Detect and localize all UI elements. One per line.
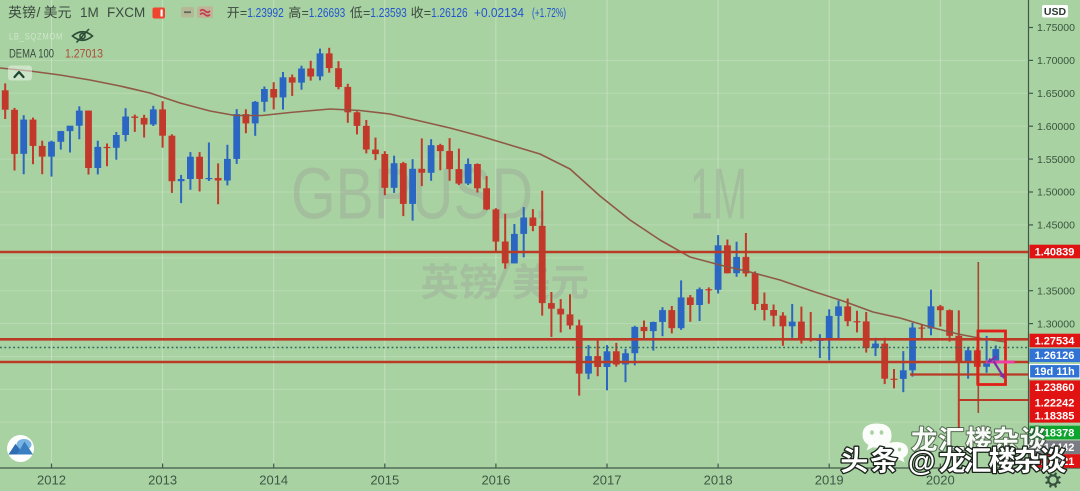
svg-text:1.50000: 1.50000 xyxy=(1037,187,1075,199)
svg-text:1.18385: 1.18385 xyxy=(1035,411,1075,423)
svg-text:2018: 2018 xyxy=(704,473,733,488)
svg-text:2013: 2013 xyxy=(148,473,177,488)
svg-text:1.22242: 1.22242 xyxy=(1035,397,1075,409)
svg-text:1.40839: 1.40839 xyxy=(1035,246,1075,258)
svg-text:2017: 2017 xyxy=(593,473,622,488)
svg-text:1.55000: 1.55000 xyxy=(1037,154,1075,166)
svg-text:=: = xyxy=(240,6,247,20)
svg-text:1.45000: 1.45000 xyxy=(1037,220,1075,232)
svg-text:1.35000: 1.35000 xyxy=(1037,285,1075,297)
svg-text:1M: 1M xyxy=(80,5,99,20)
svg-text:1.60000: 1.60000 xyxy=(1037,121,1075,133)
svg-text:@: @ xyxy=(908,446,935,477)
svg-text:1.26693: 1.26693 xyxy=(309,6,346,20)
svg-text:=: = xyxy=(424,6,431,20)
svg-text:(+1.72%): (+1.72%) xyxy=(532,6,566,20)
svg-text:2015: 2015 xyxy=(370,473,399,488)
svg-text:1.30000: 1.30000 xyxy=(1037,318,1075,330)
svg-text:19d 11h: 19d 11h xyxy=(1034,366,1075,378)
svg-text:1.23860: 1.23860 xyxy=(1035,382,1075,394)
svg-text:1.70000: 1.70000 xyxy=(1037,55,1075,67)
svg-text:1.23992: 1.23992 xyxy=(247,6,284,20)
svg-text:USD: USD xyxy=(1044,6,1067,18)
svg-text:1M: 1M xyxy=(690,155,747,235)
svg-text:LB_SQZMOM: LB_SQZMOM xyxy=(9,32,63,42)
svg-text:1.26126: 1.26126 xyxy=(1035,350,1075,362)
svg-text:1.23593: 1.23593 xyxy=(370,6,407,20)
svg-text:1.27013: 1.27013 xyxy=(65,46,103,60)
svg-text:DEMA 100: DEMA 100 xyxy=(9,46,54,60)
svg-text:2012: 2012 xyxy=(37,473,66,488)
svg-text:1.65000: 1.65000 xyxy=(1037,88,1075,100)
svg-text:/: / xyxy=(37,4,41,20)
svg-text:FXCM: FXCM xyxy=(107,5,145,20)
svg-text:1.26126: 1.26126 xyxy=(431,6,468,20)
svg-text:=: = xyxy=(363,6,370,20)
svg-text:+0.02134: +0.02134 xyxy=(474,6,524,20)
svg-text:2016: 2016 xyxy=(481,473,510,488)
svg-text:2020: 2020 xyxy=(926,473,955,488)
svg-text:2019: 2019 xyxy=(815,473,844,488)
svg-text:=: = xyxy=(302,6,309,20)
svg-text:2014: 2014 xyxy=(259,473,288,488)
svg-text:GBPUSD,: GBPUSD, xyxy=(291,155,549,235)
svg-text:1.27534: 1.27534 xyxy=(1035,335,1076,347)
svg-text:1.75000: 1.75000 xyxy=(1037,22,1075,34)
